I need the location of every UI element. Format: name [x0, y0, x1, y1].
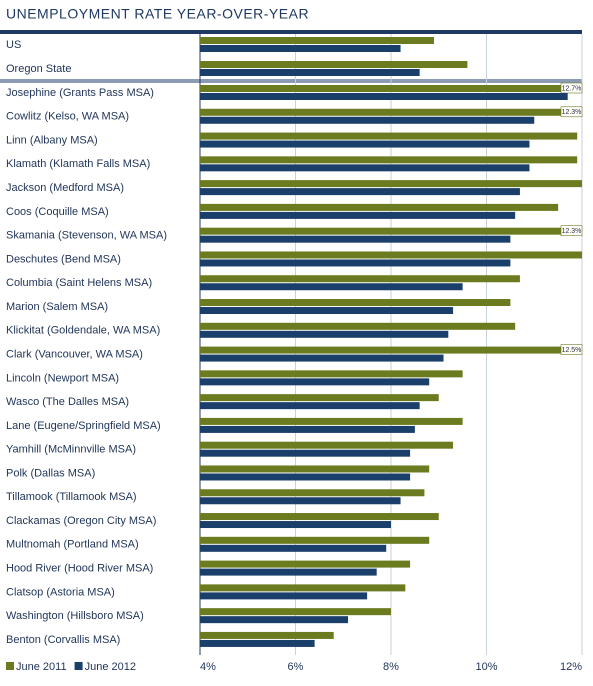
bar [200, 497, 401, 505]
value-label-box [560, 225, 583, 236]
bar [200, 307, 454, 315]
x-tick-label: 4% [200, 661, 216, 673]
bar [200, 346, 582, 354]
bar [200, 465, 430, 473]
y-tick-label: US [6, 39, 21, 51]
bar [200, 69, 420, 76]
bar [200, 631, 334, 639]
bar [200, 188, 520, 196]
y-tick-label: Washington (Hillsboro MSA) [6, 610, 144, 622]
bar [200, 394, 439, 402]
bar [200, 203, 559, 211]
legend-label: June 2011 [16, 661, 67, 673]
y-tick-label: Clark (Vancouver, WA MSA) [6, 348, 143, 360]
bar [200, 299, 511, 307]
bar [200, 473, 411, 481]
value-label-box [560, 344, 583, 355]
x-tick-label: 8% [383, 661, 399, 673]
y-tick-label: Hood River (Hood River MSA) [6, 563, 153, 575]
title-rule [0, 30, 582, 34]
bar [200, 180, 582, 188]
value-label: 12.5% [562, 347, 582, 354]
x-tick-label: 12% [560, 661, 582, 673]
value-label-box [560, 106, 583, 118]
bar [200, 37, 434, 44]
y-tick-label: Clatsop (Astoria MSA) [6, 586, 115, 598]
y-tick-label: Oregon State [6, 63, 71, 75]
value-label: 12.3% [562, 109, 582, 116]
bar [200, 425, 415, 433]
bar [200, 322, 516, 330]
bar [200, 639, 315, 647]
bar [200, 108, 582, 116]
bar [200, 402, 420, 410]
y-tick-label: Clackamas (Oregon City MSA) [6, 515, 156, 527]
value-label: 12.3% [562, 228, 582, 235]
value-label-box [560, 82, 583, 94]
bar [200, 211, 516, 219]
y-tick-label: Lincoln (Newport MSA) [6, 372, 119, 384]
bar [200, 441, 454, 449]
bar [200, 616, 349, 624]
bar [200, 251, 582, 259]
bar [200, 85, 582, 92]
bar [200, 275, 520, 283]
y-tick-label: Skamania (Stevenson, WA MSA) [6, 230, 167, 242]
bar [200, 536, 430, 544]
y-tick-label: Linn (Albany MSA) [6, 134, 98, 146]
y-tick-label: Deschutes (Bend MSA) [6, 253, 121, 265]
bar [200, 156, 578, 164]
bar [200, 568, 377, 576]
value-label: 12.7% [562, 85, 582, 92]
y-tick-label: Benton (Corvallis MSA) [6, 634, 120, 646]
bar [200, 560, 411, 568]
bar [200, 370, 463, 378]
bar [200, 521, 391, 529]
bar [200, 61, 468, 68]
legend-label: June 2012 [85, 661, 136, 673]
bar [200, 140, 530, 148]
legend-swatch [74, 662, 83, 670]
chart-title: UNEMPLOYMENT RATE YEAR-OVER-YEAR [6, 6, 309, 22]
y-tick-label: Klamath (Klamath Falls MSA) [6, 158, 150, 170]
group-separator [0, 79, 582, 83]
bar [200, 513, 439, 521]
bar [200, 227, 582, 235]
y-tick-label: Marion (Salem MSA) [6, 301, 108, 313]
bar [200, 132, 578, 140]
bar [200, 45, 401, 52]
y-tick-label: Tillamook (Tillamook MSA) [6, 491, 137, 503]
y-tick-label: Multnomah (Portland MSA) [6, 539, 139, 551]
x-tick-label: 6% [288, 661, 304, 673]
y-tick-label: Josephine (Grants Pass MSA) [6, 87, 154, 99]
y-tick-label: Jackson (Medford MSA) [6, 182, 124, 194]
bar [200, 283, 463, 291]
y-tick-label: Columbia (Saint Helens MSA) [6, 277, 152, 289]
bar [200, 93, 568, 100]
bar [200, 544, 387, 552]
y-tick-label: Coos (Coquille MSA) [6, 206, 109, 218]
bar [200, 378, 430, 386]
bar [200, 235, 511, 243]
bar [200, 354, 444, 362]
legend-swatch [6, 662, 14, 670]
bar [200, 417, 463, 425]
bar [200, 449, 411, 457]
y-tick-label: Lane (Eugene/Springfield MSA) [6, 420, 161, 432]
bar [200, 489, 425, 497]
y-tick-label: Yamhill (McMinnville MSA) [6, 444, 136, 456]
y-tick-label: Wasco (The Dalles MSA) [6, 396, 129, 408]
x-tick-label: 10% [475, 661, 497, 673]
y-tick-label: Klickitat (Goldendale, WA MSA) [6, 325, 160, 337]
y-tick-label: Cowlitz (Kelso, WA MSA) [6, 111, 129, 123]
bar [200, 584, 406, 592]
bar [200, 330, 449, 338]
bar [200, 608, 391, 616]
y-tick-label: Polk (Dallas MSA) [6, 467, 95, 479]
bar [200, 164, 530, 172]
bar [200, 259, 511, 267]
bar [200, 116, 535, 124]
bar [200, 592, 368, 600]
